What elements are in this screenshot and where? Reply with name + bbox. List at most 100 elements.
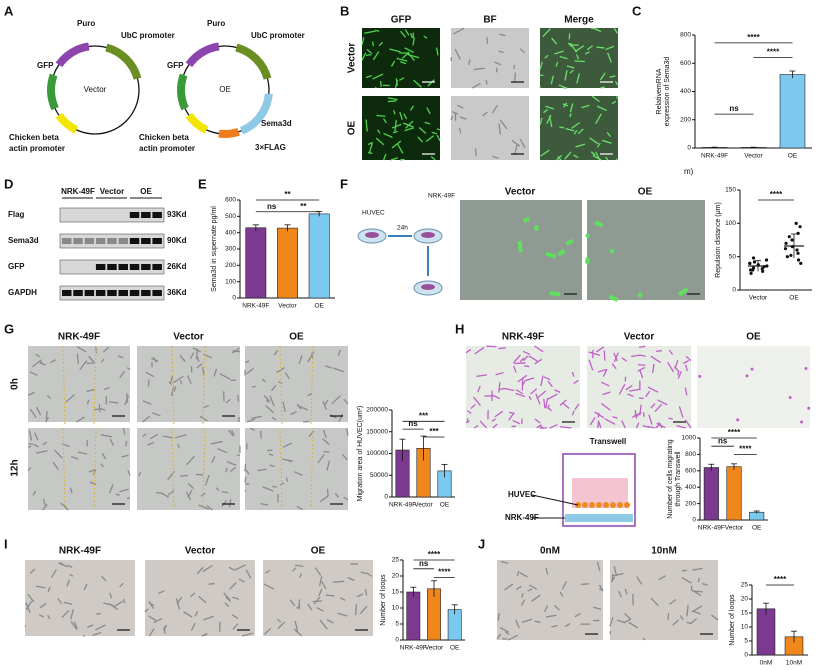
cell	[642, 412, 645, 417]
y-axis-label: Repulsion distance (μm)	[715, 202, 722, 278]
label: 0nM	[540, 546, 560, 557]
cell	[52, 461, 60, 471]
bar	[726, 466, 742, 521]
significance-label: ****	[767, 48, 780, 57]
x-tick-label: 10nM	[786, 660, 802, 667]
cell	[189, 592, 196, 598]
cell	[750, 367, 754, 371]
cell	[179, 474, 189, 478]
cell	[318, 588, 323, 597]
y-tick-label: 150	[725, 187, 736, 194]
cell	[676, 424, 686, 429]
micrograph	[28, 346, 130, 422]
cell	[76, 353, 80, 365]
cell	[494, 410, 504, 418]
data-point	[751, 256, 756, 260]
wound-edge	[93, 427, 97, 507]
cell	[607, 52, 612, 63]
cell	[512, 354, 521, 364]
cell	[308, 430, 315, 438]
cell	[559, 426, 572, 429]
cell	[498, 50, 504, 54]
micrograph	[245, 428, 348, 510]
cell	[100, 434, 112, 438]
cell	[27, 391, 36, 396]
cell	[76, 346, 87, 353]
cell	[34, 432, 39, 441]
label: Puro	[77, 19, 95, 28]
cell	[195, 348, 198, 360]
cell	[215, 487, 220, 492]
cell	[361, 37, 365, 46]
cell	[601, 403, 611, 411]
cell	[494, 61, 502, 66]
cell	[294, 471, 303, 476]
band	[107, 290, 117, 296]
cell	[584, 51, 590, 55]
cell	[221, 491, 229, 494]
cell	[69, 487, 73, 494]
band	[62, 238, 72, 244]
cell	[600, 381, 610, 387]
cell	[609, 616, 614, 627]
y-tick-label: 5	[395, 621, 399, 628]
cell	[574, 403, 580, 411]
y-tick-label: 20	[741, 596, 749, 603]
cell	[70, 621, 78, 630]
label: actin promoter	[9, 144, 65, 153]
cell	[65, 394, 75, 403]
cell	[46, 394, 52, 400]
cell	[33, 443, 39, 448]
cell	[63, 601, 73, 605]
cell	[241, 632, 254, 637]
cell	[473, 67, 485, 71]
cell	[588, 351, 601, 356]
cell	[496, 633, 502, 640]
significance-label: **	[300, 202, 307, 211]
cell	[337, 349, 342, 356]
x-tick-label: Vector	[725, 525, 744, 532]
cell	[42, 441, 47, 446]
cell	[244, 489, 247, 492]
cell	[76, 416, 85, 423]
cell	[378, 41, 384, 47]
cells	[421, 232, 435, 238]
cell	[138, 471, 142, 477]
cell	[585, 233, 591, 239]
blot	[59, 207, 165, 223]
cell	[289, 599, 296, 607]
y-axis-label: RelativemRNA	[656, 68, 663, 114]
cell	[313, 596, 321, 605]
cell	[491, 104, 499, 114]
cell	[604, 418, 616, 425]
band	[152, 264, 162, 270]
data-point	[794, 221, 798, 225]
cell	[260, 502, 269, 506]
cell	[647, 425, 655, 429]
cell	[232, 350, 241, 353]
cell	[574, 612, 581, 618]
cell	[83, 583, 88, 591]
cell	[98, 407, 106, 411]
cell	[611, 572, 624, 577]
plasmid-segment	[55, 112, 79, 134]
cell	[631, 354, 641, 358]
x-tick-label: NRK-49F	[698, 525, 725, 532]
y-tick-label: 800	[680, 32, 691, 39]
band	[62, 290, 72, 296]
cell	[282, 401, 286, 412]
cell	[529, 584, 538, 590]
cell	[173, 386, 177, 392]
cell	[245, 367, 254, 375]
cell	[615, 158, 619, 161]
label: Vector	[624, 332, 655, 343]
cell	[642, 637, 646, 641]
cell	[528, 355, 538, 362]
y-tick-label: 0	[744, 652, 748, 659]
wound-edge	[310, 427, 314, 507]
cell	[627, 393, 634, 397]
cell	[527, 588, 533, 592]
cell	[244, 477, 247, 483]
cell	[101, 575, 107, 582]
cell	[566, 65, 575, 69]
